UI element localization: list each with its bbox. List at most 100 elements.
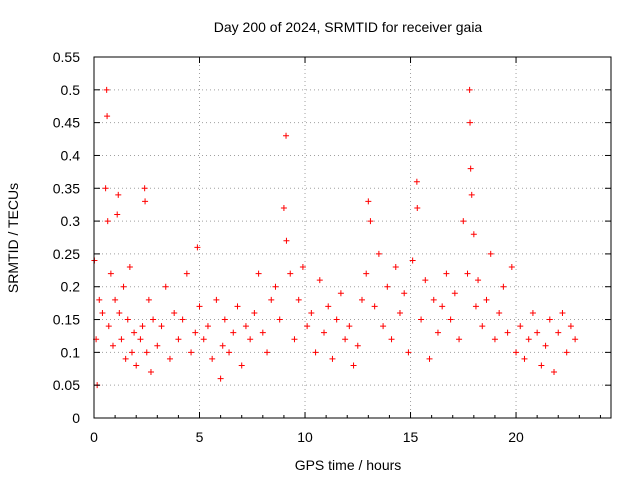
data-point bbox=[104, 218, 111, 225]
data-point bbox=[124, 316, 131, 323]
data-point bbox=[392, 264, 399, 271]
data-point bbox=[371, 303, 378, 310]
data-point bbox=[312, 349, 319, 356]
data-point bbox=[126, 264, 133, 271]
data-point bbox=[120, 283, 127, 290]
data-point bbox=[259, 329, 266, 336]
data-point bbox=[133, 362, 140, 369]
data-point bbox=[500, 283, 507, 290]
data-point bbox=[166, 355, 173, 362]
axis-ticks bbox=[93, 56, 611, 419]
chart-title: Day 200 of 2024, SRMTID for receiver gai… bbox=[214, 19, 483, 35]
data-point bbox=[280, 204, 287, 211]
data-point bbox=[525, 336, 532, 343]
data-point bbox=[342, 336, 349, 343]
data-point bbox=[103, 86, 110, 93]
y-tick-label: 0.55 bbox=[53, 49, 80, 65]
y-tick-label: 0.4 bbox=[61, 147, 81, 163]
data-point bbox=[99, 309, 106, 316]
plot-border bbox=[93, 56, 612, 419]
data-point bbox=[534, 329, 541, 336]
data-point bbox=[567, 323, 574, 330]
data-point bbox=[414, 204, 421, 211]
data-point bbox=[247, 336, 254, 343]
data-point bbox=[283, 237, 290, 244]
data-point bbox=[409, 257, 416, 264]
data-point bbox=[479, 323, 486, 330]
data-point bbox=[268, 296, 275, 303]
data-point bbox=[375, 250, 382, 257]
data-point bbox=[551, 369, 558, 376]
data-point bbox=[346, 323, 353, 330]
data-point bbox=[508, 264, 515, 271]
data-point bbox=[555, 329, 562, 336]
data-point bbox=[171, 309, 178, 316]
data-point bbox=[504, 329, 511, 336]
y-tick-label: 0.05 bbox=[53, 377, 80, 393]
data-point bbox=[521, 355, 528, 362]
y-tick-label: 0.45 bbox=[53, 115, 80, 131]
data-point bbox=[367, 218, 374, 225]
data-point bbox=[122, 355, 129, 362]
data-point bbox=[443, 270, 450, 277]
data-point bbox=[451, 290, 458, 297]
data-point bbox=[118, 336, 125, 343]
data-point bbox=[142, 198, 149, 205]
data-point bbox=[131, 329, 138, 336]
data-point bbox=[154, 342, 161, 349]
data-point bbox=[183, 270, 190, 277]
grid-lines bbox=[94, 57, 611, 418]
data-point bbox=[139, 323, 146, 330]
data-point bbox=[276, 316, 283, 323]
data-point bbox=[487, 250, 494, 257]
data-point bbox=[363, 270, 370, 277]
y-tick-label: 0.1 bbox=[61, 344, 81, 360]
data-point bbox=[321, 329, 328, 336]
data-point bbox=[238, 362, 245, 369]
data-point bbox=[299, 264, 306, 271]
data-point bbox=[401, 290, 408, 297]
data-point bbox=[217, 375, 224, 382]
data-point bbox=[426, 355, 433, 362]
data-point bbox=[333, 316, 340, 323]
data-point bbox=[413, 178, 420, 185]
data-point bbox=[475, 277, 482, 284]
data-point bbox=[272, 283, 279, 290]
data-point bbox=[264, 349, 271, 356]
x-tick-label: 10 bbox=[297, 429, 313, 445]
data-point bbox=[439, 303, 446, 310]
data-point bbox=[255, 270, 262, 277]
data-point bbox=[418, 316, 425, 323]
data-point bbox=[483, 296, 490, 303]
y-tick-label: 0 bbox=[72, 410, 80, 426]
x-tick-label: 15 bbox=[403, 429, 419, 445]
data-point bbox=[150, 316, 157, 323]
data-point bbox=[388, 336, 395, 343]
data-point bbox=[472, 303, 479, 310]
data-point bbox=[234, 303, 241, 310]
data-point bbox=[517, 323, 524, 330]
y-tick-label: 0.15 bbox=[53, 312, 80, 328]
data-point bbox=[559, 309, 566, 316]
data-point bbox=[422, 277, 429, 284]
data-point bbox=[116, 309, 123, 316]
x-tick-label: 20 bbox=[508, 429, 524, 445]
data-point bbox=[283, 132, 290, 139]
data-point bbox=[350, 362, 357, 369]
data-point bbox=[496, 309, 503, 316]
data-point bbox=[384, 283, 391, 290]
data-point bbox=[304, 323, 311, 330]
data-point bbox=[468, 191, 475, 198]
y-axis-label: SRMTID / TECUs bbox=[5, 183, 21, 293]
data-point bbox=[114, 211, 121, 218]
data-point bbox=[147, 369, 154, 376]
data-point bbox=[325, 303, 332, 310]
data-point bbox=[358, 296, 365, 303]
data-point bbox=[563, 349, 570, 356]
data-point bbox=[308, 309, 315, 316]
data-point bbox=[109, 342, 116, 349]
data-point bbox=[467, 119, 474, 126]
data-point bbox=[137, 336, 144, 343]
y-tick-label: 0.5 bbox=[61, 82, 81, 98]
